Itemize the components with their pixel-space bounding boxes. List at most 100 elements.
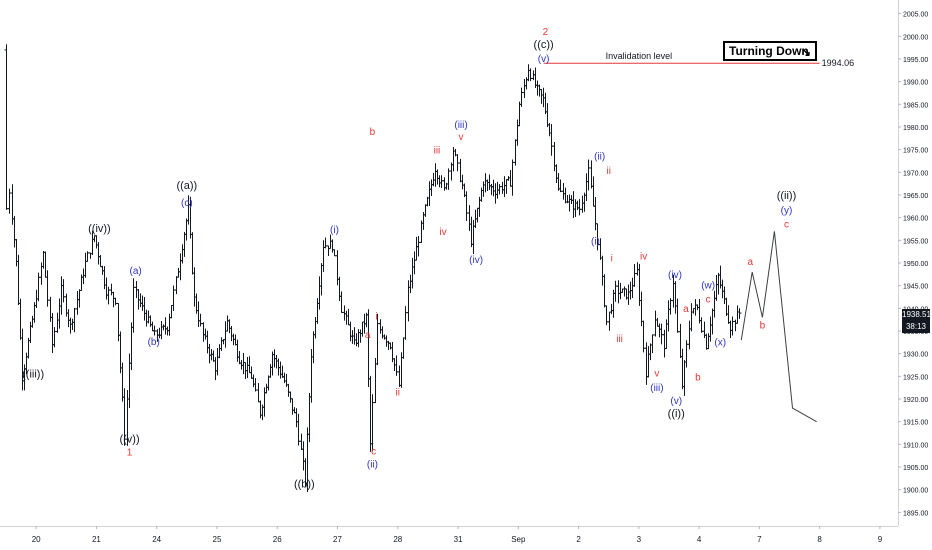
wave-label: (ii) bbox=[367, 460, 378, 471]
ohlc-bar bbox=[508, 170, 513, 187]
ohlc-bar bbox=[737, 308, 742, 319]
ohlc-bar bbox=[435, 169, 440, 185]
ohlc-bar bbox=[541, 87, 546, 108]
y-tick-label: 2000.00 bbox=[903, 34, 928, 41]
ohlc-bar bbox=[479, 187, 484, 202]
ohlc-bar bbox=[446, 168, 451, 190]
ohlc-bar bbox=[182, 232, 187, 257]
y-axis: 1895.00 1900.00 1905.00 1910.00 1915.00 1920.… bbox=[898, 12, 928, 517]
wave-label: iii bbox=[434, 145, 441, 156]
ohlc-bar bbox=[344, 310, 349, 325]
ohlc-bar bbox=[50, 313, 55, 354]
ohlc-bar bbox=[489, 184, 494, 196]
y-tick-label: 1965.00 bbox=[903, 193, 928, 200]
wave-label: a bbox=[748, 257, 754, 268]
ohlc-bar bbox=[429, 179, 434, 197]
ohlc-bar bbox=[66, 309, 71, 328]
ohlc-bar bbox=[733, 319, 738, 332]
ohlc-bar bbox=[637, 263, 642, 306]
ohlc-bar bbox=[545, 103, 550, 128]
ohlc-bar bbox=[7, 188, 12, 214]
ohlc-bar bbox=[201, 322, 206, 342]
ohlc-bar bbox=[319, 263, 324, 296]
ohlc-bar bbox=[618, 282, 623, 300]
ohlc-bar bbox=[198, 313, 203, 327]
ohlc-bar bbox=[384, 335, 389, 347]
ohlc-bar bbox=[28, 321, 33, 343]
ohlc-bar bbox=[106, 286, 111, 305]
wave-label: (x) bbox=[714, 338, 726, 349]
ohlc-bar bbox=[241, 352, 246, 375]
ohlc-bar bbox=[397, 365, 402, 387]
ohlc-bar bbox=[552, 141, 557, 172]
ohlc-bar bbox=[348, 321, 353, 342]
ohlc-bar bbox=[635, 262, 640, 276]
ohlc-bar bbox=[632, 263, 637, 287]
ohlc-bar bbox=[366, 309, 371, 387]
ohlc-bar bbox=[77, 289, 82, 308]
ohlc-bar bbox=[217, 344, 222, 359]
ohlc-bar bbox=[427, 181, 432, 207]
ohlc-bar bbox=[203, 328, 208, 340]
ohlc-bar bbox=[720, 279, 725, 299]
ohlc-bar bbox=[724, 297, 729, 316]
x-tick-label: 21 bbox=[92, 535, 101, 544]
y-tick-label: 1980.00 bbox=[903, 125, 928, 132]
wave-label: (iv) bbox=[469, 255, 483, 266]
ohlc-bar bbox=[483, 173, 488, 193]
ohlc-bar bbox=[233, 334, 238, 346]
ohlc-bar bbox=[386, 340, 391, 351]
y-tick-label: 1975.00 bbox=[903, 148, 928, 155]
axes-frame bbox=[0, 0, 899, 527]
ohlc-bar bbox=[346, 308, 351, 326]
y-tick-label: 1970.00 bbox=[903, 170, 928, 177]
ohlc-bar bbox=[323, 237, 328, 249]
ohlc-bar bbox=[650, 334, 655, 354]
ohlc-bar bbox=[497, 184, 502, 195]
ohlc-bar bbox=[431, 172, 436, 187]
ohlc-bar bbox=[586, 159, 591, 191]
ohlc-bar bbox=[373, 357, 378, 404]
ohlc-bar bbox=[109, 283, 114, 296]
y-tick-label: 1930.00 bbox=[903, 352, 928, 359]
ohlc-bar bbox=[264, 383, 269, 394]
ohlc-bar bbox=[262, 387, 267, 417]
turning-down-badge: Turning Down ↘ bbox=[723, 41, 817, 61]
wave-label: (a) bbox=[129, 266, 141, 277]
wave-label: (v) bbox=[538, 54, 550, 65]
ohlc-bar bbox=[131, 278, 136, 333]
ohlc-bar bbox=[689, 303, 694, 332]
wave-label: v bbox=[459, 132, 464, 143]
ohlc-bar bbox=[567, 194, 572, 212]
ohlc-bar bbox=[292, 407, 297, 414]
ohlc-bar bbox=[68, 317, 73, 334]
ohlc-bar bbox=[356, 329, 361, 348]
ohlc-bar bbox=[458, 158, 463, 183]
ohlc-bar bbox=[382, 334, 387, 340]
ohlc-bar bbox=[537, 84, 542, 97]
ohlc-bar bbox=[423, 204, 428, 217]
ohlc-bar bbox=[549, 123, 554, 156]
ohlc-bar bbox=[493, 183, 498, 204]
ohlc-bar bbox=[180, 244, 185, 264]
ohlc-bar bbox=[219, 337, 224, 352]
ohlc-bar bbox=[317, 276, 322, 310]
ohlc-bar bbox=[18, 298, 23, 340]
ohlc-bar bbox=[471, 219, 476, 254]
ohlc-bar bbox=[215, 347, 220, 376]
ohlc-bar bbox=[433, 163, 438, 187]
ohlc-bar bbox=[575, 200, 580, 211]
ohlc-bar bbox=[504, 179, 509, 194]
ohlc-bar bbox=[301, 441, 306, 471]
ohlc-bar bbox=[622, 286, 627, 297]
ohlc-bar bbox=[48, 296, 53, 322]
y-tick-label: 1900.00 bbox=[903, 488, 928, 495]
ohlc-bar bbox=[573, 199, 578, 217]
ohlc-bar bbox=[611, 289, 616, 318]
invalidation-price: 1994.06 bbox=[822, 58, 855, 68]
ohlc-bar bbox=[513, 139, 518, 166]
ohlc-bar bbox=[563, 187, 568, 204]
ohlc-bar bbox=[339, 291, 344, 313]
bar-countdown-tag: 38:13 bbox=[902, 321, 930, 334]
ohlc-bar bbox=[120, 362, 125, 402]
